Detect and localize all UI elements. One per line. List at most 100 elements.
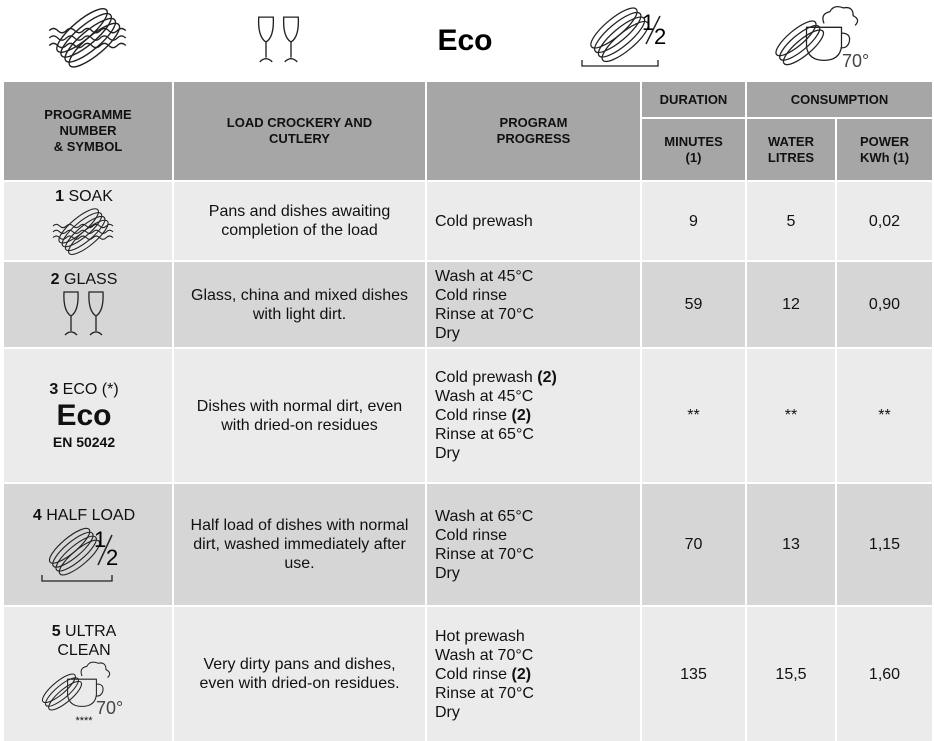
temperature-label: 70° — [96, 698, 123, 716]
load-cell: Half load of dishes with normal dirt, wa… — [172, 482, 427, 607]
progress-note: (2) — [511, 665, 532, 683]
progress-step: Wash at 45°C — [435, 267, 634, 286]
water-cell: 13 — [745, 482, 837, 607]
progress-text: Rinse at 70°C — [435, 305, 534, 323]
power-cell: 1,15 — [835, 482, 934, 607]
header-line: PROGRAM — [499, 115, 568, 130]
programme-name: ULTRA — [65, 623, 117, 640]
progress-step: Dry — [435, 703, 634, 722]
power-cell: 0,90 — [835, 260, 934, 349]
fraction-slash — [97, 534, 113, 566]
load-cell: Dishes with normal dirt, even with dried… — [172, 347, 427, 484]
standard-label: EN 50242 — [52, 433, 116, 450]
programme-cell: 3 ECO (*) Eco EN 50242 — [2, 347, 174, 484]
water-cell: 15,5 — [745, 605, 837, 741]
half-denominator: 2 — [654, 24, 666, 49]
programme-name: GLASS — [64, 271, 118, 288]
programme-row: 3 ECO (*) Eco EN 50242 Dishes with normal d… — [2, 347, 934, 484]
progress-step: Cold rinse (2) — [435, 406, 634, 425]
programme-symbol — [63, 291, 104, 336]
programme-name-line: CLEAN — [12, 641, 156, 660]
programme-symbol: 12 — [41, 525, 118, 582]
minutes-cell: ** — [640, 347, 747, 484]
eco-label: Eco — [437, 24, 492, 57]
header-line: KWh (1) — [859, 149, 910, 165]
programme-name: HALF LOAD — [46, 507, 136, 524]
programme-name-line: 5 ULTRA — [12, 622, 156, 641]
minutes-cell: 70 — [640, 482, 747, 607]
programme-name: SOAK — [68, 187, 113, 205]
progress-text: Cold rinse — [435, 665, 508, 683]
header-line: LITRES — [767, 149, 815, 165]
glass-icon — [257, 16, 275, 63]
progress-step: Dry — [435, 324, 634, 343]
header-line: POWER — [859, 133, 910, 149]
power-cell: ** — [835, 347, 934, 484]
progress-step: Dry — [435, 564, 634, 583]
fraction-slash — [645, 15, 661, 45]
temperature-label: 70° — [842, 51, 869, 71]
water-cell: 12 — [745, 260, 837, 349]
programme-cell: 4 HALF LOAD 1 2 — [2, 482, 174, 607]
stars-label: **** — [75, 715, 93, 727]
load-header: LOAD CROCKERY AND CUTLERY — [172, 80, 427, 182]
water-header: WATER LITRES — [745, 117, 837, 182]
programme-name-line: 4 HALF LOAD — [12, 506, 156, 525]
progress-text: Dry — [435, 445, 460, 462]
programme-row: 1 SOAK Pans and dishes awaiting completio… — [2, 180, 934, 262]
progress-text: Wash at 45°C — [435, 267, 534, 285]
minutes-cell: 9 — [640, 180, 747, 262]
progress-note: (2) — [537, 369, 557, 386]
header-line: (1) — [685, 149, 702, 165]
glass-icon — [63, 291, 79, 336]
progress-text: Rinse at 70°C — [435, 684, 534, 702]
progress-text: Wash at 65°C — [435, 507, 534, 525]
load-cell: Glass, china and mixed dishes with light… — [172, 260, 427, 349]
programme-number: 5 — [51, 623, 61, 640]
progress-text: Wash at 70°C — [435, 646, 534, 664]
programme-number: 1 — [55, 187, 64, 205]
progress-step: Wash at 45°C — [435, 387, 634, 406]
header-line: CUTLERY — [269, 131, 330, 146]
power-cell: 0,02 — [835, 180, 934, 262]
symbol-legend: Eco 1 2 70° — [48, 4, 869, 71]
water-cell: 5 — [745, 180, 837, 262]
header-line: NUMBER — [59, 123, 117, 138]
progress-text: Hot prewash — [435, 627, 525, 645]
plates-icon — [50, 5, 126, 69]
programme-cell: 5 ULTRA CLEAN 70° **** — [2, 605, 174, 741]
minutes-header: MINUTES (1) — [640, 117, 747, 182]
plates-icon — [54, 205, 113, 256]
header-row: PROGRAMME NUMBER & SYMBOL LOAD CROCKERY AND… — [2, 80, 934, 182]
header-line: LOAD CROCKERY AND — [226, 115, 373, 130]
programme-cell: 1 SOAK — [2, 180, 174, 262]
programme-number: 2 — [50, 271, 60, 288]
progress-text: Cold prewash — [435, 369, 533, 386]
progress-text: Wash at 45°C — [435, 388, 534, 405]
programme-name-line: 3 ECO (*) — [12, 380, 156, 399]
progress-cell: Cold prewash (2) Wash at 45°C Cold rinse (… — [425, 347, 642, 484]
progress-step: Dry — [435, 444, 634, 463]
programme-row: 2 GLASS Glass, china and mixed dishes wit… — [2, 260, 934, 349]
header-line: WATER — [768, 133, 814, 149]
programme-row: 5 ULTRA CLEAN 70° **** Very dirty pans and d… — [2, 605, 934, 741]
progress-text: Rinse at 70°C — [435, 545, 534, 563]
programme-number: 4 — [32, 507, 42, 524]
progress-cell: Cold prewash — [425, 180, 642, 262]
progress-step: Cold rinse (2) — [435, 665, 634, 684]
programme-name: CLEAN — [57, 642, 111, 659]
water-cell: ** — [745, 347, 837, 484]
tray-bracket — [581, 60, 659, 67]
duration-header: DURATION — [640, 80, 747, 119]
header-line: MINUTES — [664, 133, 723, 149]
progress-note: (2) — [511, 407, 532, 424]
header-line: PROGRAMME — [44, 107, 132, 122]
progress-text: Dry — [435, 703, 460, 721]
programme-symbol-wrap: Eco EN 50242 — [12, 399, 166, 452]
programme-cell: 2 GLASS — [2, 260, 174, 349]
progress-text: Cold prewash — [435, 212, 533, 230]
progress-text: Dry — [435, 564, 460, 582]
progress-text: Cold rinse — [435, 286, 508, 304]
progress-cell: Wash at 45°C Cold rinse Rinse at 70°C Dry — [425, 260, 642, 349]
